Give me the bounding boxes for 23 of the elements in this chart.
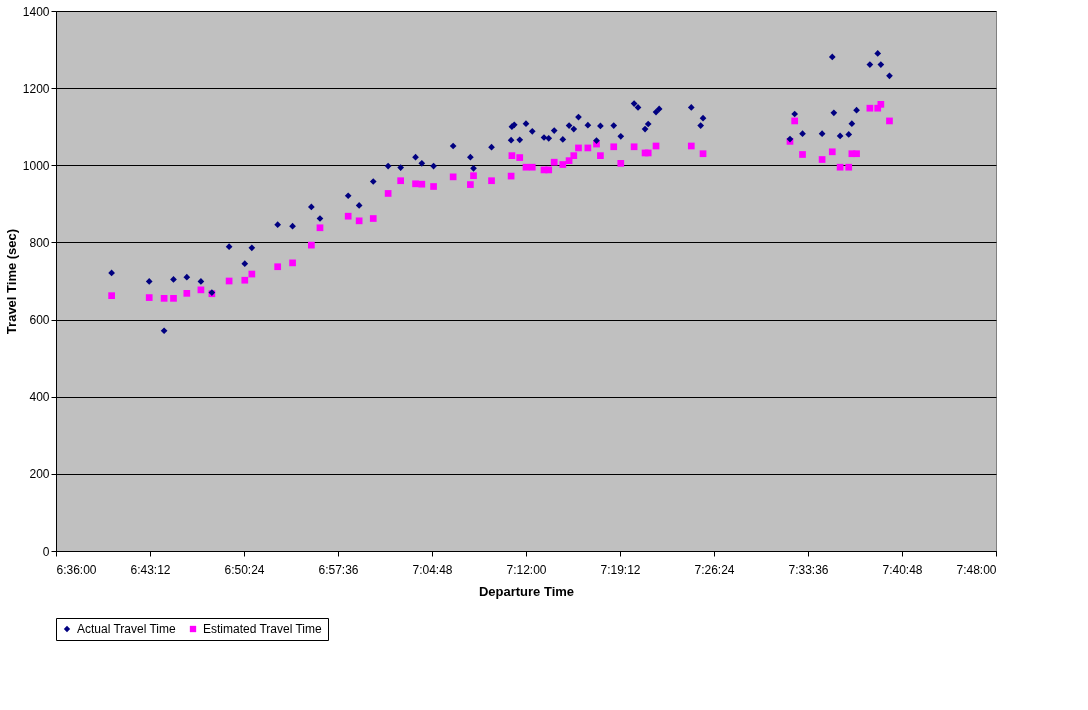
x-tick-label: 7:48:00 <box>956 562 997 577</box>
y-tick-label: 200 <box>29 467 50 482</box>
x-tick-label: 7:26:24 <box>694 562 735 577</box>
y-axis-title: Travel Time (sec) <box>3 228 19 335</box>
x-tick-label: 6:43:12 <box>130 562 171 577</box>
x-tick-label: 6:50:24 <box>224 562 265 577</box>
x-tick-label: 7:33:36 <box>788 562 829 577</box>
legend-label: Estimated Travel Time <box>203 622 323 636</box>
x-axis-title: Departure Time <box>478 583 575 599</box>
x-tick-label: 7:04:48 <box>412 562 453 577</box>
y-tick-label: 800 <box>29 235 50 250</box>
y-tick-label: 1200 <box>22 81 50 96</box>
legend-label: Actual Travel Time <box>77 622 177 636</box>
x-tick-label: 6:57:36 <box>318 562 359 577</box>
x-tick-label: 6:36:00 <box>56 562 97 577</box>
y-tick-label: 1000 <box>22 158 50 173</box>
x-tick-label: 7:19:12 <box>600 562 641 577</box>
x-tick-label: 7:40:48 <box>882 562 923 577</box>
y-tick-label: 600 <box>29 313 50 328</box>
y-tick-label: 400 <box>29 390 50 405</box>
x-tick-label: 7:12:00 <box>506 562 547 577</box>
y-tick-label: 1400 <box>22 4 50 19</box>
y-tick-label: 0 <box>42 544 50 559</box>
